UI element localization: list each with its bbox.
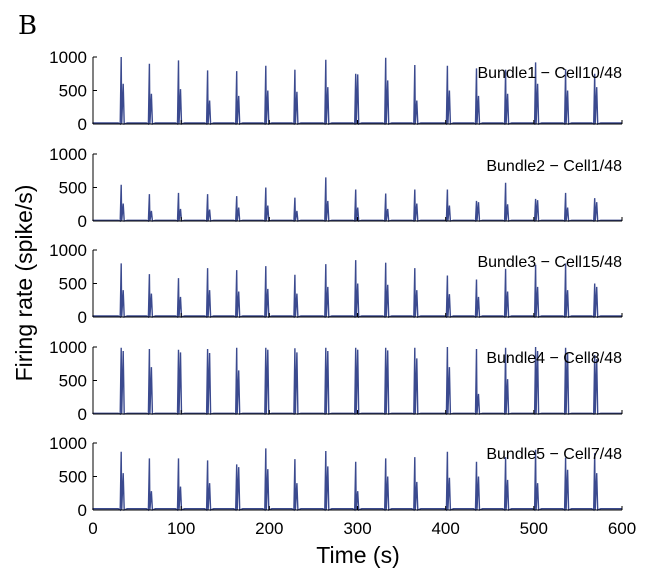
panel-letter: B — [18, 11, 37, 41]
y-tick-label: 1000 — [49, 241, 87, 260]
panel-title: Bundle1 − Cell10/48 — [477, 65, 622, 82]
x-tick-label: 200 — [255, 519, 283, 538]
y-tick-label: 500 — [59, 275, 87, 294]
panel-3: 0 500 1000 Bundle3 − Cell15/48 — [49, 241, 623, 327]
y-tick-label: 0 — [78, 501, 87, 520]
y-tick-label: 0 — [78, 115, 87, 134]
y-tick-label: 500 — [59, 372, 87, 391]
x-tick-label: 400 — [431, 519, 459, 538]
y-tick-label: 0 — [78, 308, 87, 327]
firing-rate-trace — [92, 177, 622, 222]
y-tick-label: 500 — [59, 179, 87, 198]
x-axis-title: Time (s) — [316, 542, 399, 568]
y-tick-label: 500 — [59, 82, 87, 101]
y-tick-label: 0 — [78, 212, 87, 231]
y-tick-label: 500 — [59, 468, 87, 487]
panel-title: Bundle5 − Cell7/48 — [486, 446, 622, 463]
panel-title: Bundle3 − Cell15/48 — [477, 254, 622, 271]
y-tick-label: 1000 — [49, 48, 87, 67]
x-tick-label: 0 — [88, 519, 97, 538]
y-tick-label: 1000 — [49, 434, 87, 453]
panel-1: 0 500 1000 Bundle1 − Cell10/48 — [49, 48, 623, 134]
y-tick-label: 1000 — [49, 338, 87, 357]
x-tick-label: 600 — [608, 519, 636, 538]
y-tick-label: 0 — [78, 405, 87, 424]
panel-title: Bundle4 − Cell8/48 — [486, 350, 622, 367]
y-tick-label: 1000 — [49, 145, 87, 164]
x-tick-label: 100 — [167, 519, 195, 538]
x-tick-label: 300 — [343, 519, 371, 538]
panel-title: Bundle2 − Cell1/48 — [486, 158, 622, 175]
x-tick-label: 500 — [520, 519, 548, 538]
panel-5: 0 500 1000 Bundle5 − Cell7/48 0 100 200 300 400 5… — [49, 434, 636, 538]
y-axis-title: Firing rate (spike/s) — [11, 185, 37, 382]
panel-4: 0 500 1000 Bundle4 − Cell8/48 — [49, 338, 623, 424]
panel-2: 0 500 1000 Bundle2 − Cell1/48 — [49, 145, 623, 231]
